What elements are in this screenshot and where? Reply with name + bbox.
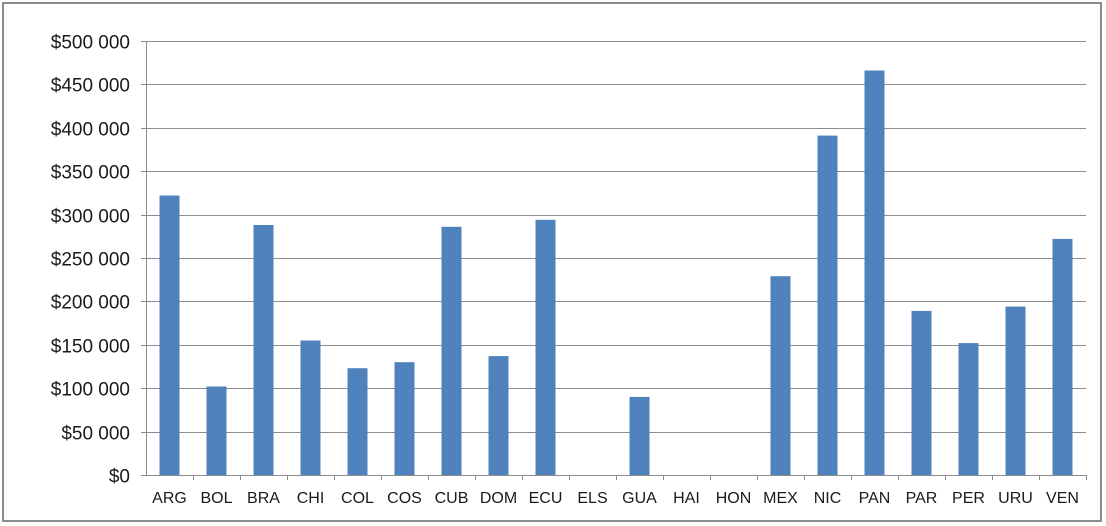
x-tick-label: NIC bbox=[814, 490, 842, 507]
bar-mex bbox=[770, 276, 791, 475]
bar-per bbox=[958, 343, 979, 475]
bar-bol bbox=[206, 386, 227, 475]
bar-pan bbox=[864, 70, 885, 475]
x-tick-label: COS bbox=[387, 490, 422, 507]
x-tick-label: PAN bbox=[859, 490, 891, 507]
x-axis: ARG BOL BRA CHI COL COS CUB DOM ECU ELS GUA HAI HON M… bbox=[152, 475, 1087, 507]
bar-dom bbox=[488, 356, 509, 475]
bar-bra bbox=[253, 225, 274, 475]
y-tick-label: $100 000 bbox=[51, 380, 130, 401]
bar-ven bbox=[1052, 238, 1073, 475]
x-tick-label: ECU bbox=[529, 490, 563, 507]
y-tick-label: $500 000 bbox=[51, 33, 130, 54]
y-tick-label: $150 000 bbox=[51, 337, 130, 358]
bar-uru bbox=[1005, 306, 1026, 475]
x-tick-label: CUB bbox=[435, 490, 469, 507]
y-tick-label: $250 000 bbox=[51, 250, 130, 271]
y-axis: $0 $50 000 $100 000 $150 000 $200 000 $250 00… bbox=[51, 33, 147, 488]
x-tick-label: URU bbox=[998, 490, 1033, 507]
y-tick-label: $200 000 bbox=[51, 293, 130, 314]
x-tick-label: ARG bbox=[152, 490, 187, 507]
x-tick-label: GUA bbox=[622, 490, 657, 507]
y-tick-label: $0 bbox=[109, 467, 130, 488]
bar-gua bbox=[629, 396, 650, 475]
x-tick-label: BRA bbox=[247, 490, 280, 507]
x-tick-label: PAR bbox=[906, 490, 938, 507]
y-tick-label: $450 000 bbox=[51, 76, 130, 97]
bar-cub bbox=[441, 226, 462, 475]
bar-cos bbox=[394, 362, 415, 475]
x-tick-label: PER bbox=[952, 490, 985, 507]
x-tick-label: HON bbox=[716, 490, 752, 507]
x-tick-label: BOL bbox=[200, 490, 232, 507]
bar-col bbox=[347, 368, 368, 475]
bar-ecu bbox=[535, 219, 556, 475]
y-tick-label: $300 000 bbox=[51, 207, 130, 228]
x-tick-label: MEX bbox=[763, 490, 798, 507]
bar-arg bbox=[159, 195, 180, 475]
bar-nic bbox=[817, 135, 838, 475]
x-tick-label: ELS bbox=[577, 490, 607, 507]
x-tick-label: VEN bbox=[1046, 490, 1079, 507]
y-tick-label: $350 000 bbox=[51, 163, 130, 184]
x-tick-label: COL bbox=[341, 490, 374, 507]
bars bbox=[159, 70, 1073, 475]
y-tick-label: $400 000 bbox=[51, 120, 130, 141]
x-tick-label: HAI bbox=[673, 490, 700, 507]
gridlines bbox=[146, 41, 1086, 476]
x-tick-label: DOM bbox=[480, 490, 517, 507]
x-tick-label: CHI bbox=[297, 490, 325, 507]
y-tick-label: $50 000 bbox=[61, 424, 130, 445]
bar-chi bbox=[300, 340, 321, 475]
bar-par bbox=[911, 310, 932, 475]
